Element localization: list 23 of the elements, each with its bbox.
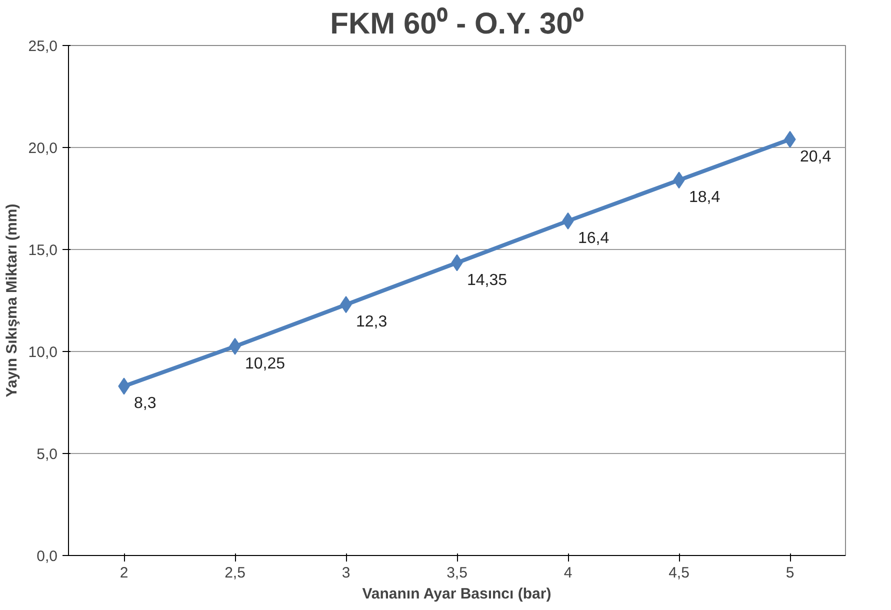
y-tick-label: 10,0 [28,344,58,361]
y-tick-label: 20,0 [28,140,58,157]
x-tick-label: 3 [342,564,350,582]
x-tick-label: 2 [120,564,128,582]
x-axis-title: Vananın Ayar Basıncı (bar) [362,586,552,602]
chart-title: FKM 60⁰ - O.Y. 30⁰ [330,6,584,40]
data-label: 8,3 [134,395,156,412]
data-label: 12,3 [356,314,388,331]
y-axis-title: Yayın Sıkışma Miktarı (mm) [3,204,20,398]
y-tick-label: 15,0 [28,242,58,259]
x-tick-label: 4 [564,564,572,582]
y-tick-label: 25,0 [28,38,58,55]
x-tick-label: 2,5 [224,564,246,582]
data-label: 10,25 [245,355,286,372]
data-label: 16,4 [578,230,610,247]
x-tick-label: 5 [786,564,794,582]
data-label: 18,4 [689,189,720,206]
data-label: 14,35 [467,272,508,289]
x-tick-label: 3,5 [446,564,468,582]
data-label: 20,4 [800,148,832,166]
y-tick-label: 0,0 [36,548,58,565]
x-tick-label: 4,5 [668,564,690,582]
y-tick-label: 5,0 [36,446,58,463]
